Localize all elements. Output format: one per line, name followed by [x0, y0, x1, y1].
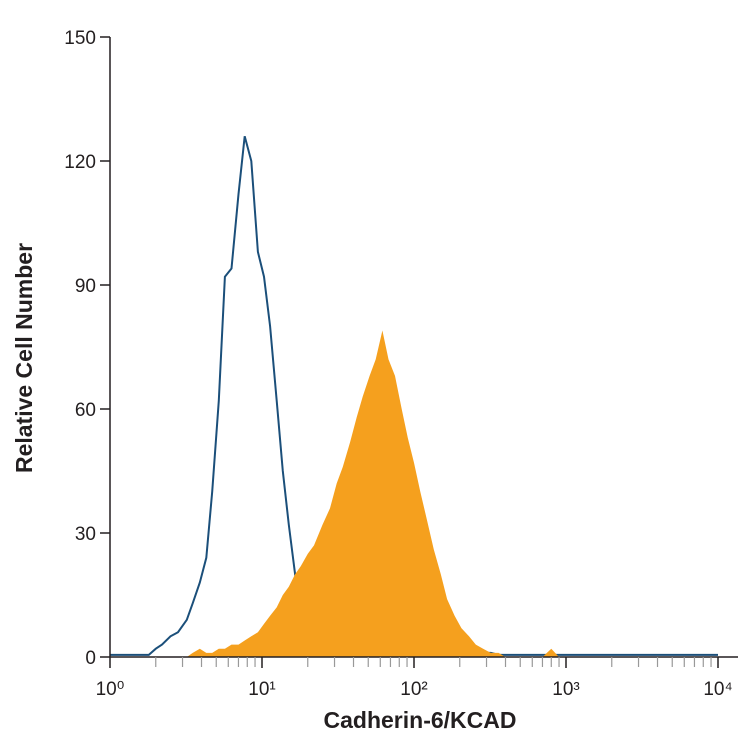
x-tick-label: 10⁰	[96, 679, 125, 700]
y-tick-label: 60	[75, 400, 96, 421]
y-tick-label: 0	[85, 648, 96, 669]
x-tick-label: 10³	[552, 679, 579, 700]
x-tick-label: 10²	[400, 679, 427, 700]
y-tick-label: 30	[75, 524, 96, 545]
y-axis-label: Relative Cell Number	[11, 243, 37, 473]
x-tick-label: 10⁴	[703, 679, 732, 700]
y-tick-label: 90	[75, 276, 96, 297]
x-tick-label: 10¹	[248, 679, 275, 700]
y-tick-label: 120	[64, 152, 96, 173]
y-tick-label: 150	[64, 28, 96, 49]
x-axis-label: Cadherin-6/KCAD	[324, 707, 517, 733]
histogram-area	[110, 330, 718, 657]
